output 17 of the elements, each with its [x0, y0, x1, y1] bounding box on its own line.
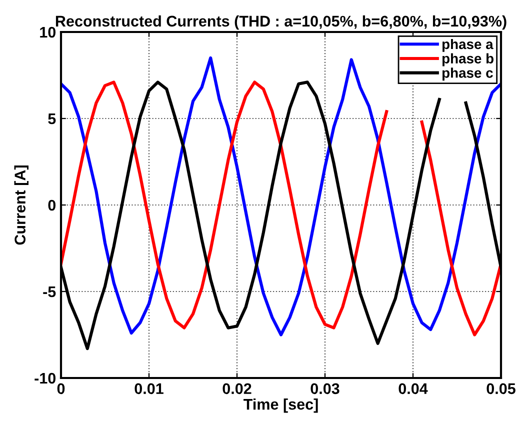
chart-title: Reconstructed Currents (THD : a=10,05%, b=6,80%, b=10,93%): [56, 15, 506, 30]
y-tick-label: 0: [48, 200, 56, 211]
y-tick-label: -5: [43, 286, 56, 298]
legend-label: phase a: [442, 38, 494, 52]
x-tick-label: 0: [57, 383, 65, 394]
y-tick-label: 5: [48, 114, 56, 124]
y-tick-label: -10: [34, 372, 56, 384]
legend-label: phase c: [442, 68, 493, 81]
x-tick-label: 0.01: [134, 383, 164, 394]
y-tick-label: 10: [40, 26, 56, 38]
x-tick-label: 0.02: [222, 383, 252, 394]
y-axis-title: Current [A]: [14, 166, 29, 245]
x-tick-label: 0.04: [398, 383, 428, 394]
legend-label: phase b: [442, 53, 494, 66]
x-tick-label: 0.05: [486, 383, 516, 394]
x-tick-label: 0.03: [310, 383, 340, 394]
x-axis-title: Time [sec]: [244, 398, 318, 413]
